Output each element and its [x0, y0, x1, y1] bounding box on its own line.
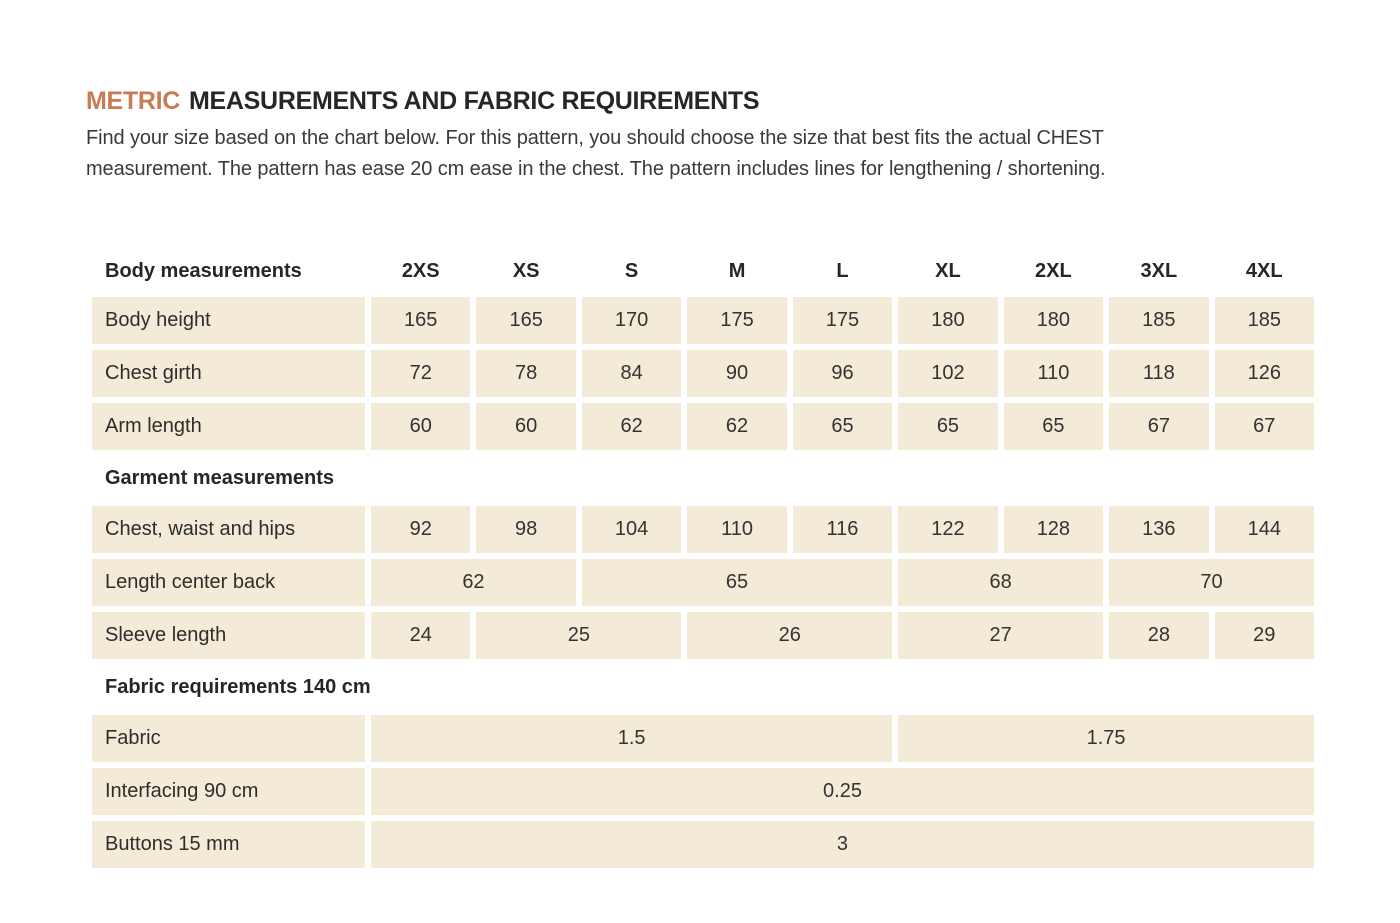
- size-cell: 110: [687, 506, 787, 553]
- intro-line-2: measurement. The pattern has ease 20 cm …: [86, 158, 1106, 180]
- size-cell: 165: [476, 297, 576, 344]
- size-table: Body measurements 2XS XS S M L XL 2XL 3XL 4XL Body…: [92, 251, 1314, 868]
- size-cell: 67: [1214, 403, 1314, 450]
- intro-text: Find your size based on the chart below.…: [86, 123, 1400, 185]
- size-column-header: M: [728, 259, 746, 282]
- size-cell: 60: [476, 403, 576, 450]
- intro-line-1: Find your size based on the chart below.…: [86, 127, 1104, 149]
- size-column-header: XL: [935, 259, 961, 282]
- size-cell: 126: [1214, 350, 1314, 397]
- size-cell: 1.5: [371, 715, 893, 762]
- size-cell: 29: [1214, 612, 1314, 659]
- size-column-header: 2XL: [1035, 259, 1072, 282]
- size-cell: 84: [581, 350, 682, 397]
- size-cell: 0.25: [371, 768, 1314, 815]
- size-cell: 128: [1003, 506, 1104, 553]
- size-cell: 62: [371, 559, 576, 606]
- row-label: Body height: [92, 297, 365, 344]
- size-column-header: L: [836, 259, 849, 282]
- title-accent: METRIC: [86, 87, 181, 115]
- size-cell: 65: [1003, 403, 1104, 450]
- title-rest: MEASUREMENTS AND FABRIC REQUIREMENTS: [189, 87, 760, 115]
- size-column-header: XS: [512, 259, 540, 282]
- size-column-header: 2XS: [401, 259, 440, 282]
- size-cell: 1.75: [898, 715, 1314, 762]
- size-cell: 26: [687, 612, 893, 659]
- row-label: Chest girth: [92, 350, 365, 397]
- size-cell: 24: [371, 612, 471, 659]
- size-cell: 122: [898, 506, 998, 553]
- size-cell: 65: [792, 403, 893, 450]
- row-label: Fabric: [92, 715, 365, 762]
- row-label: Length center back: [92, 559, 365, 606]
- row-label: Buttons 15 mm: [92, 821, 365, 868]
- size-cell: 28: [1109, 612, 1209, 659]
- size-column-header: 4XL: [1245, 259, 1283, 282]
- size-cell: 180: [1003, 297, 1104, 344]
- page-title: METRIC MEASUREMENTS AND FABRIC REQUIREMEN…: [86, 86, 1400, 116]
- size-cell: 185: [1214, 297, 1314, 344]
- size-cell: 70: [1109, 559, 1314, 606]
- size-cell: 78: [476, 350, 576, 397]
- size-cell: 3: [371, 821, 1314, 868]
- size-cell: 165: [371, 297, 471, 344]
- size-cell: 175: [687, 297, 787, 344]
- size-cell: 67: [1109, 403, 1209, 450]
- size-cell: 62: [581, 403, 682, 450]
- size-cell: 60: [371, 403, 471, 450]
- row-label: Arm length: [92, 403, 365, 450]
- size-cell: 65: [581, 559, 893, 606]
- size-cell: 72: [371, 350, 471, 397]
- size-cell: 90: [687, 350, 787, 397]
- row-label: Chest, waist and hips: [92, 506, 365, 553]
- size-cell: 65: [898, 403, 998, 450]
- size-cell: 110: [1003, 350, 1104, 397]
- size-cell: 96: [792, 350, 893, 397]
- size-cell: 98: [476, 506, 576, 553]
- section-label: Fabric requirements 140 cm: [105, 675, 371, 698]
- size-cell: 92: [371, 506, 471, 553]
- size-cell: 118: [1109, 350, 1209, 397]
- size-cell: 104: [581, 506, 682, 553]
- size-cell: 136: [1109, 506, 1209, 553]
- column-header-label: Body measurements: [105, 259, 302, 282]
- size-cell: 27: [898, 612, 1104, 659]
- size-cell: 62: [687, 403, 787, 450]
- size-cell: 144: [1214, 506, 1314, 553]
- size-cell: 185: [1109, 297, 1209, 344]
- size-cell: 180: [898, 297, 998, 344]
- row-label: Sleeve length: [92, 612, 365, 659]
- size-cell: 175: [792, 297, 893, 344]
- size-cell: 116: [792, 506, 893, 553]
- size-cell: 170: [581, 297, 682, 344]
- size-cell: 102: [898, 350, 998, 397]
- size-column-header: 3XL: [1140, 259, 1178, 282]
- size-cell: 68: [898, 559, 1104, 606]
- row-label: Interfacing 90 cm: [92, 768, 365, 815]
- size-cell: 25: [476, 612, 682, 659]
- size-column-header: S: [624, 259, 639, 282]
- section-label: Garment measurements: [105, 466, 334, 489]
